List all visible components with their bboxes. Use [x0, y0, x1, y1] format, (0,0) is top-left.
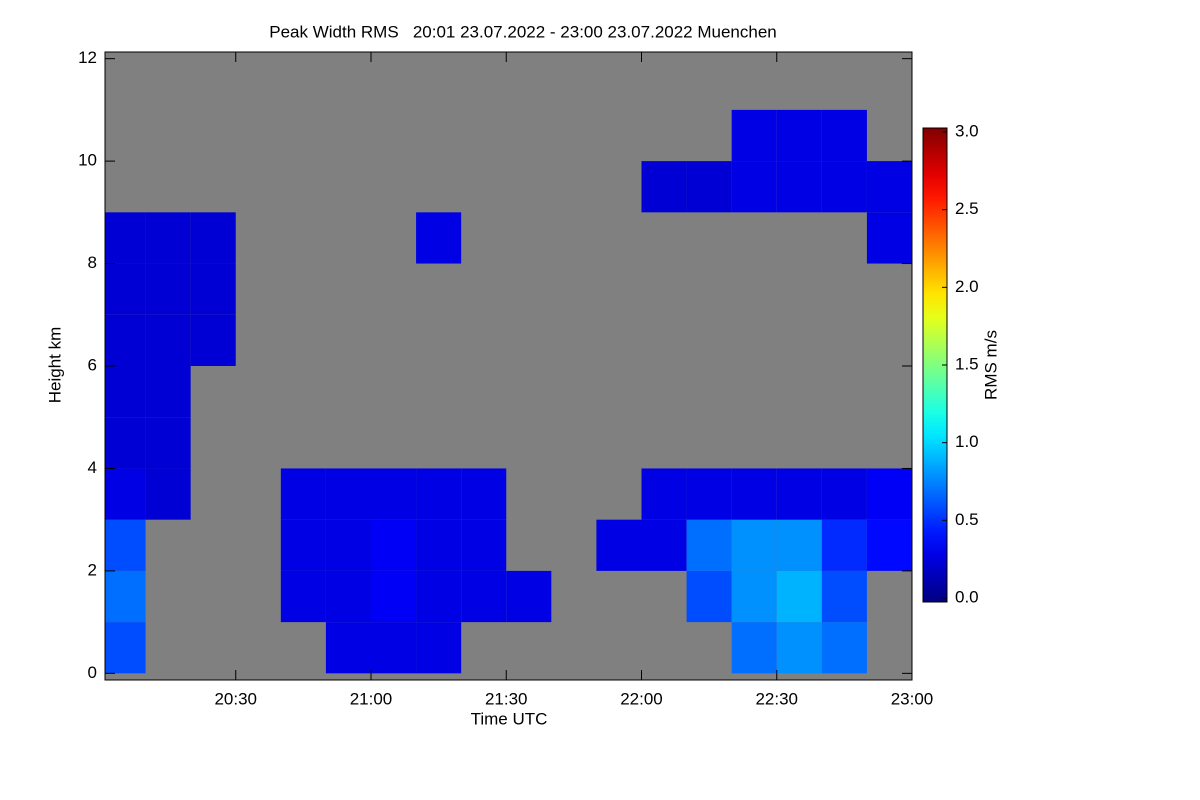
y-tick-label: 4: [88, 458, 97, 477]
heatmap-cell: [105, 366, 146, 418]
heatmap-cell: [776, 468, 822, 520]
heatmap-cell: [105, 263, 146, 315]
heatmap-cell: [105, 212, 146, 264]
x-tick-label: 22:00: [620, 689, 663, 708]
heatmap-cells: [105, 109, 912, 674]
heatmap-cell: [776, 109, 822, 162]
y-tick-label: 10: [78, 151, 97, 170]
heatmap-cell: [866, 161, 912, 213]
heatmap-cell: [145, 212, 191, 264]
heatmap-cell: [461, 570, 507, 623]
heatmap-cell: [416, 212, 462, 264]
heatmap-cell: [145, 366, 191, 418]
heatmap-cell: [105, 468, 146, 520]
heatmap-cell: [145, 468, 191, 520]
heatmap-cell: [145, 263, 191, 315]
x-tick-label: 22:30: [755, 689, 798, 708]
heatmap-cell: [325, 468, 371, 520]
heatmap-cell: [325, 519, 371, 571]
heatmap-cell: [731, 570, 777, 623]
heatmap-cell: [731, 109, 777, 162]
heatmap-cell: [641, 519, 687, 571]
heatmap-cell: [686, 468, 732, 520]
heatmap-cell: [866, 468, 912, 520]
heatmap-cell: [821, 468, 867, 520]
heatmap-cell: [506, 570, 552, 623]
heatmap-cell: [325, 570, 371, 623]
heatmap-cell: [370, 622, 417, 674]
heatmap-cell: [686, 161, 732, 213]
y-tick-label: 8: [88, 253, 97, 272]
heatmap-cell: [686, 570, 732, 623]
heatmap-cell: [776, 519, 822, 571]
heatmap-cell: [105, 519, 146, 571]
heatmap-cell: [821, 622, 867, 674]
heatmap-cell: [731, 622, 777, 674]
heatmap-cell: [821, 519, 867, 571]
heatmap-cell: [731, 468, 777, 520]
heatmap-cell: [190, 263, 236, 315]
heatmap-cell: [596, 519, 642, 571]
heatmap-cell: [866, 212, 912, 264]
heatmap-cell: [776, 161, 822, 213]
colorbar-tick-label: 2.5: [955, 199, 979, 218]
heatmap-cell: [145, 417, 191, 469]
heatmap-cell: [416, 570, 462, 623]
heatmap-cell: [821, 109, 867, 162]
heatmap-cell: [280, 468, 326, 520]
heatmap-cell: [461, 468, 507, 520]
colorbar-tick-label: 1.5: [955, 354, 979, 373]
x-tick-label: 21:00: [350, 689, 393, 708]
x-axis-label: Time UTC: [471, 709, 548, 728]
heatmap-cell: [821, 161, 867, 213]
heatmap-cell: [776, 622, 822, 674]
heatmap-cell: [416, 622, 462, 674]
heatmap-cell: [105, 417, 146, 469]
y-tick-label: 2: [88, 560, 97, 579]
colorbar-tick-label: 2.0: [955, 277, 979, 296]
heatmap-cell: [370, 468, 417, 520]
y-tick-label: 0: [88, 663, 97, 682]
heatmap-cell: [190, 314, 236, 366]
heatmap-cell: [776, 570, 822, 623]
colorbar-tick-label: 0.5: [955, 510, 979, 529]
heatmap-cell: [105, 622, 146, 674]
heatmap-cell: [105, 570, 146, 623]
y-tick-label: 12: [78, 48, 97, 67]
heatmap-cell: [641, 161, 687, 213]
colorbar-tick-label: 0.0: [955, 587, 979, 606]
heatmap-cell: [731, 519, 777, 571]
x-tick-label: 21:30: [485, 689, 528, 708]
heatmap-cell: [416, 519, 462, 571]
colorbar-label: RMS m/s: [981, 330, 1000, 400]
y-axis-label: Height km: [45, 327, 64, 404]
heatmap-cell: [105, 314, 146, 366]
x-tick-label: 23:00: [891, 689, 934, 708]
heatmap-cell: [641, 468, 687, 520]
heatmap-cell: [145, 314, 191, 366]
heatmap-cell: [461, 519, 507, 571]
heatmap-cell: [731, 161, 777, 213]
heatmap-cell: [370, 519, 417, 571]
chart-title: Peak Width RMS 20:01 23.07.2022 - 23:00 …: [269, 22, 777, 41]
heatmap-cell: [866, 519, 912, 571]
heatmap-cell: [370, 570, 417, 623]
heatmap-cell: [280, 519, 326, 571]
heatmap-cell: [686, 519, 732, 571]
heatmap-cell: [190, 212, 236, 264]
colorbar-tick-label: 3.0: [955, 121, 979, 140]
heatmap-cell: [416, 468, 462, 520]
x-tick-label: 20:30: [214, 689, 257, 708]
y-tick-label: 6: [88, 355, 97, 374]
heatmap-cell: [325, 622, 371, 674]
heatmap-cell: [821, 570, 867, 623]
heatmap-cell: [280, 570, 326, 623]
colorbar-tick-label: 1.0: [955, 432, 979, 451]
